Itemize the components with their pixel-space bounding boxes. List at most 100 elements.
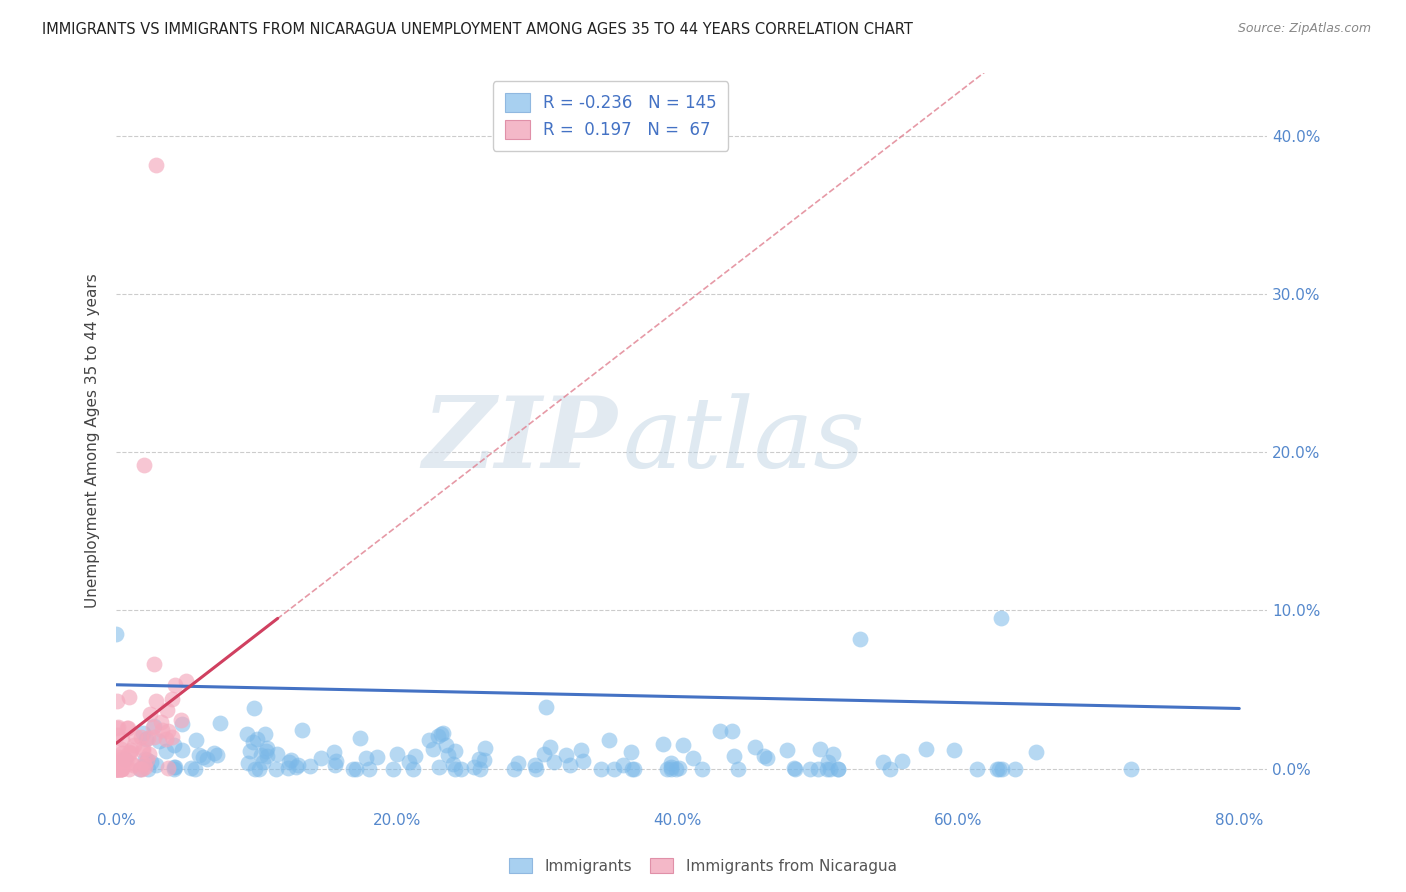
Legend: R = -0.236   N = 145, R =  0.197   N =  67: R = -0.236 N = 145, R = 0.197 N = 67 [494, 81, 728, 151]
Point [124, 729, 146, 743]
Point [107, 762, 129, 776]
Point [107, 694, 129, 708]
Point [783, 761, 806, 775]
Point [145, 758, 167, 772]
Point [139, 707, 162, 722]
Point [720, 723, 742, 738]
Point [132, 744, 155, 758]
Point [538, 739, 561, 754]
Point [1025, 745, 1047, 759]
Point [891, 754, 914, 768]
Point [404, 748, 426, 763]
Point [817, 756, 839, 770]
Point [110, 762, 132, 776]
Point [879, 762, 901, 776]
Point [134, 760, 156, 774]
Point [502, 762, 524, 776]
Point [252, 755, 274, 769]
Point [165, 678, 187, 692]
Point [202, 746, 225, 760]
Point [208, 715, 231, 730]
Point [195, 751, 218, 765]
Point [744, 739, 766, 754]
Point [659, 760, 682, 774]
Point [117, 745, 139, 759]
Point [118, 746, 141, 760]
Point [942, 743, 965, 757]
Point [603, 762, 626, 776]
Point [342, 762, 364, 776]
Point [114, 754, 136, 768]
Point [434, 738, 457, 752]
Text: atlas: atlas [623, 392, 866, 488]
Point [298, 759, 321, 773]
Point [755, 751, 778, 765]
Point [117, 721, 139, 735]
Point [1004, 762, 1026, 776]
Point [256, 749, 278, 764]
Point [236, 727, 259, 741]
Point [105, 728, 128, 742]
Point [620, 762, 643, 776]
Point [441, 757, 464, 772]
Point [366, 750, 388, 764]
Point [105, 721, 128, 735]
Point [124, 738, 146, 752]
Point [152, 723, 174, 737]
Point [823, 747, 845, 761]
Point [752, 748, 775, 763]
Point [783, 762, 806, 776]
Point [533, 747, 555, 761]
Point [188, 748, 211, 763]
Point [172, 717, 194, 731]
Point [986, 762, 1008, 776]
Point [682, 750, 704, 764]
Point [623, 762, 645, 776]
Point [176, 673, 198, 688]
Point [463, 760, 485, 774]
Point [572, 754, 595, 768]
Point [165, 760, 187, 774]
Point [554, 747, 576, 762]
Point [382, 762, 405, 776]
Point [207, 748, 229, 763]
Point [253, 727, 276, 741]
Point [142, 730, 165, 744]
Point [444, 762, 467, 776]
Point [142, 720, 165, 734]
Point [110, 762, 132, 776]
Point [620, 745, 643, 759]
Point [129, 762, 152, 776]
Text: IMMIGRANTS VS IMMIGRANTS FROM NICARAGUA UNEMPLOYMENT AMONG AGES 35 TO 44 YEARS C: IMMIGRANTS VS IMMIGRANTS FROM NICARAGUA … [42, 22, 912, 37]
Point [157, 761, 180, 775]
Point [661, 756, 683, 771]
Point [357, 762, 380, 776]
Point [398, 755, 420, 769]
Point [129, 762, 152, 776]
Point [105, 762, 128, 776]
Point [160, 730, 183, 744]
Point [180, 761, 202, 775]
Point [115, 721, 138, 735]
Point [107, 762, 129, 776]
Point [915, 742, 938, 756]
Point [246, 731, 269, 746]
Point [820, 762, 842, 776]
Point [136, 762, 159, 776]
Point [107, 756, 129, 770]
Point [129, 731, 152, 745]
Point [429, 727, 451, 741]
Point [249, 748, 271, 763]
Point [122, 758, 145, 772]
Point [139, 755, 162, 769]
Point [508, 756, 530, 771]
Point [827, 762, 849, 776]
Point [114, 752, 136, 766]
Point [436, 748, 458, 763]
Point [474, 740, 496, 755]
Point [727, 762, 749, 776]
Point [134, 756, 156, 771]
Point [651, 737, 673, 751]
Point [238, 756, 260, 771]
Point [1119, 762, 1142, 776]
